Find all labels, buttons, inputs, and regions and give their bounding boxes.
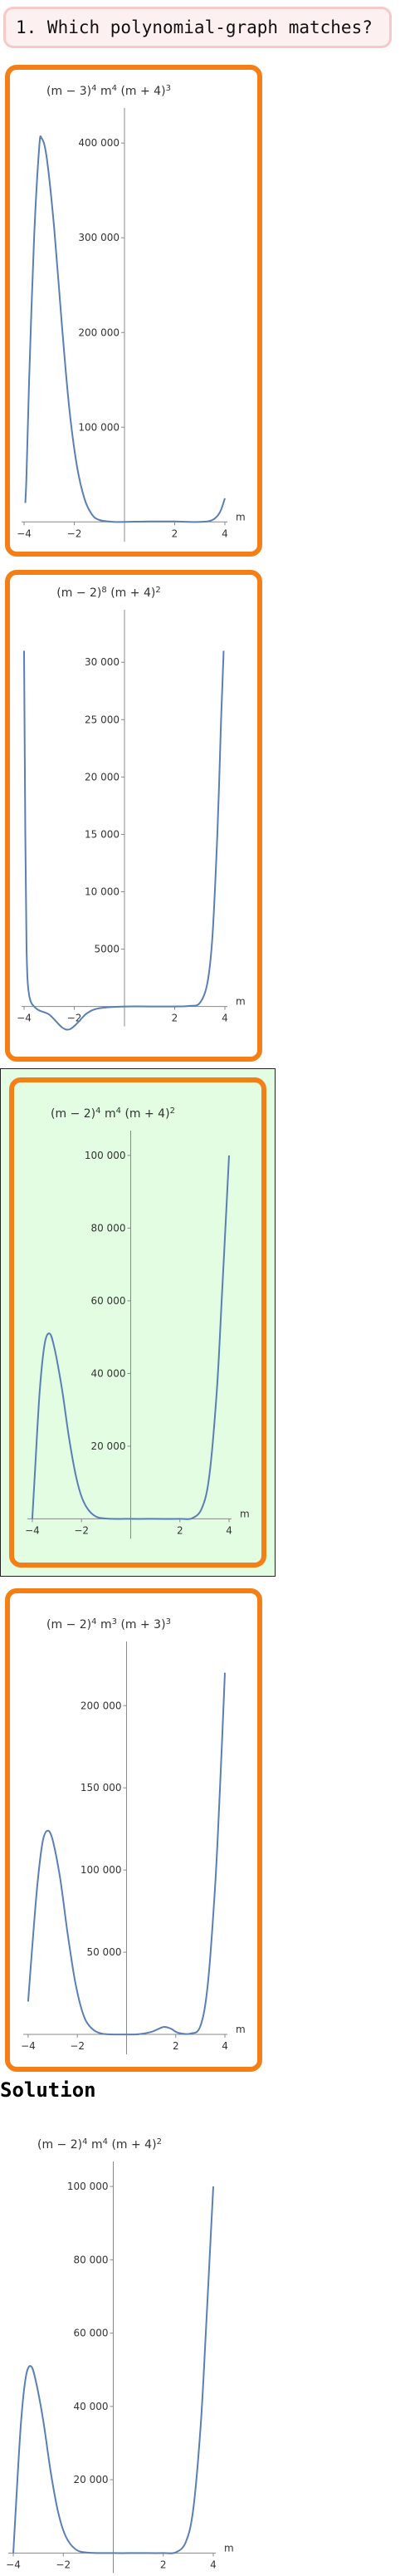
x-axis-label: m bbox=[240, 1508, 250, 1519]
y-tick-label: 80 000 bbox=[90, 1222, 125, 1234]
y-tick-label: 25 000 bbox=[85, 714, 120, 725]
x-tick-label: −2 bbox=[67, 527, 82, 539]
x-tick-label: −2 bbox=[56, 2559, 71, 2570]
option-1-wrapper: (m − 3)4 m4 (m + 4)3 −4 −2 2 4 m 100 000 200 00… bbox=[3, 65, 262, 557]
x-tick-label: 4 bbox=[222, 2040, 228, 2052]
option-card-3[interactable]: (m − 2)4 m4 (m + 4)2 −4 −2 2 4 m 20 000 40 000 6… bbox=[9, 1077, 266, 1568]
x-tick-label: 2 bbox=[172, 1013, 178, 1024]
option-4-wrapper: (m − 2)4 m3 (m + 3)3 −4 −2 2 4 m 50 000 100 000… bbox=[3, 1588, 262, 2072]
y-tick-label: 150 000 bbox=[80, 1782, 122, 1793]
x-tick-label: −2 bbox=[67, 1013, 82, 1024]
x-tick-label: 4 bbox=[210, 2559, 217, 2570]
y-tick-label: 20 000 bbox=[90, 1440, 125, 1452]
series-line bbox=[27, 1672, 226, 2036]
solution-plot: (m − 2)4 m4 (m + 4)2 −4 −2 2 4 m 20 000 40 000 6… bbox=[0, 2110, 249, 2575]
question-text: 1. Which polynomial-graph matches? bbox=[16, 17, 373, 37]
y-tick-label: 200 000 bbox=[80, 1700, 122, 1711]
x-axis-label: m bbox=[236, 2024, 246, 2035]
y-tick-label: 100 000 bbox=[78, 421, 120, 433]
x-tick-label: −2 bbox=[70, 2040, 85, 2052]
option-3-wrapper: (m − 2)4 m4 (m + 4)2 −4 −2 2 4 m 20 000 40 000 6… bbox=[0, 1068, 276, 1577]
x-tick-label: 4 bbox=[222, 527, 228, 539]
y-tick-label: 20 000 bbox=[85, 771, 120, 783]
x-tick-label: 4 bbox=[226, 1524, 232, 1536]
solution-chart: (m − 2)4 m4 (m + 4)2 −4 −2 2 4m 20 000 40 000 6… bbox=[6, 2137, 234, 2574]
chart-title: (m − 2)4 m4 (m + 4)2 bbox=[37, 2137, 162, 2152]
y-tick-label: 60 000 bbox=[90, 1295, 125, 1307]
series-line bbox=[12, 2186, 214, 2554]
y-tick-label: 400 000 bbox=[78, 137, 120, 149]
y-tick-label: 10 000 bbox=[85, 886, 120, 897]
x-tick-label: −2 bbox=[74, 1524, 89, 1536]
option-card-4[interactable]: (m − 2)4 m3 (m + 3)3 −4 −2 2 4 m 50 000 100 000… bbox=[5, 1588, 262, 2072]
y-tick-label: 200 000 bbox=[78, 326, 120, 338]
series-line bbox=[24, 135, 226, 523]
x-tick-label: −4 bbox=[25, 1524, 40, 1536]
option-3-chart: (m − 2)4 m4 (m + 4)2 −4 −2 2 4m 20 000 40 000 6… bbox=[25, 1106, 250, 1539]
x-tick-label: −4 bbox=[17, 1013, 32, 1024]
x-axis-label: m bbox=[236, 511, 246, 523]
chart-title: (m − 3)4 m4 (m + 4)3 bbox=[46, 84, 171, 99]
y-tick-label: 100 000 bbox=[80, 1864, 122, 1876]
y-tick-label: 60 000 bbox=[74, 2328, 109, 2339]
option-card-2[interactable]: (m − 2)8 (m + 4)2 −4 −2 2 4 m 5000 10 000 15 000… bbox=[5, 570, 262, 1062]
x-tick-label: 2 bbox=[177, 1524, 183, 1536]
y-tick-label: 300 000 bbox=[78, 232, 120, 243]
x-axis-label: m bbox=[224, 2542, 234, 2554]
y-tick-label: 40 000 bbox=[90, 1367, 125, 1379]
x-tick-label: 4 bbox=[222, 1013, 228, 1024]
option-2-wrapper: (m − 2)8 (m + 4)2 −4 −2 2 4 m 5000 10 000 15 000… bbox=[3, 570, 262, 1062]
x-tick-label: −4 bbox=[6, 2559, 21, 2570]
series-line bbox=[31, 1155, 230, 1520]
x-tick-label: 2 bbox=[172, 527, 178, 539]
y-tick-label: 20 000 bbox=[74, 2474, 109, 2485]
option-1-chart: (m − 3)4 m4 (m + 4)3 −4 −2 2 4m 100 000 200 00… bbox=[17, 84, 246, 542]
x-tick-label: 2 bbox=[160, 2559, 167, 2570]
x-tick-label: 2 bbox=[173, 2040, 179, 2052]
x-axis-label: m bbox=[236, 996, 246, 1008]
y-tick-label: 50 000 bbox=[86, 1946, 121, 1958]
y-tick-label: 100 000 bbox=[85, 1150, 126, 1161]
y-tick-label: 40 000 bbox=[74, 2401, 109, 2412]
chart-title: (m − 2)4 m4 (m + 4)2 bbox=[51, 1106, 175, 1121]
x-tick-label: −4 bbox=[21, 2040, 36, 2052]
y-tick-label: 30 000 bbox=[85, 656, 120, 668]
y-tick-label: 100 000 bbox=[67, 2181, 109, 2192]
chart-title: (m − 2)8 (m + 4)2 bbox=[56, 586, 160, 601]
y-tick-label: 15 000 bbox=[85, 828, 120, 840]
y-tick-label: 80 000 bbox=[74, 2254, 109, 2265]
series-line bbox=[23, 650, 225, 1031]
option-4-chart: (m − 2)4 m3 (m + 3)3 −4 −2 2 4m 50 000 100 000… bbox=[21, 1617, 246, 2055]
option-card-1[interactable]: (m − 3)4 m4 (m + 4)3 −4 −2 2 4 m 100 000 200 00… bbox=[5, 65, 262, 557]
option-2-chart: (m − 2)8 (m + 4)2 −4 −2 2 4m 5000 10 000 15 000… bbox=[17, 586, 246, 1031]
y-tick-label: 5000 bbox=[94, 944, 120, 955]
chart-title: (m − 2)4 m3 (m + 3)3 bbox=[46, 1617, 171, 1632]
solution-heading: Solution bbox=[0, 2078, 96, 2102]
question-prompt: 1. Which polynomial-graph matches? bbox=[3, 7, 392, 48]
x-tick-label: −4 bbox=[17, 527, 32, 539]
